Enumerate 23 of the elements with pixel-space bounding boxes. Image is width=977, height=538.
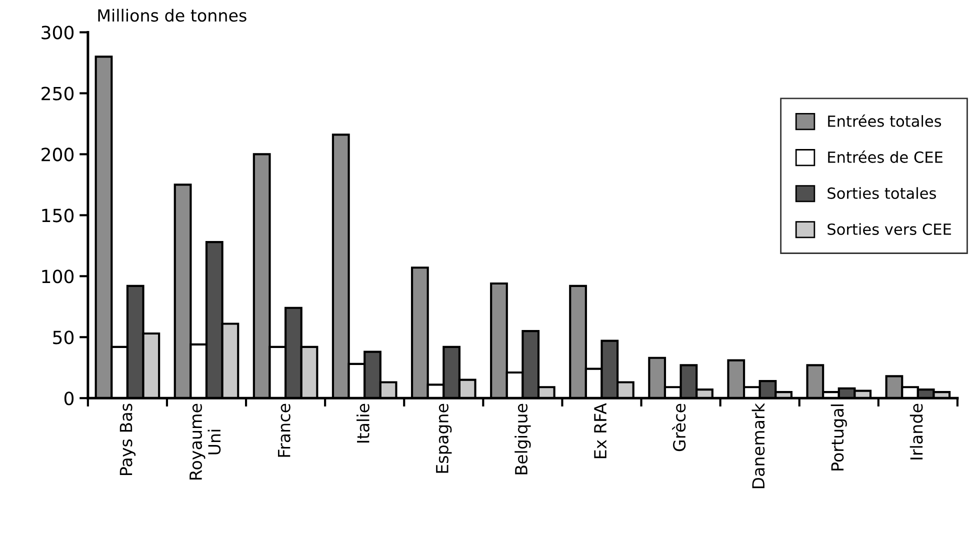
x-tick-label: Danemark	[752, 403, 765, 488]
legend-label: Entrées totales	[828, 114, 942, 127]
x-tick-label: France	[278, 404, 290, 457]
legend-label: Entrées de CEE	[828, 150, 942, 163]
y-tick-label: 300	[42, 26, 74, 40]
x-tick-label: Italie	[356, 404, 370, 443]
y-tick-label: 150	[42, 208, 74, 222]
x-tick-label: Royaume Uni	[190, 404, 221, 480]
y-tick-label: 250	[42, 86, 74, 100]
x-tick-label: Irlande	[910, 404, 923, 460]
x-tick-label: Pays Bas	[120, 404, 136, 476]
x-tick-label: Portugal	[830, 404, 847, 470]
x-tick-label: Ex RFA	[594, 403, 606, 458]
legend-label: Sorties totales	[828, 187, 936, 199]
y-tick-label: 200	[42, 148, 74, 162]
x-tick-label: Belgique	[514, 404, 531, 474]
x-tick-label: Grèce	[672, 404, 686, 452]
y-tick-label: 100	[42, 270, 74, 284]
y-tick-label: 0	[64, 392, 74, 406]
x-tick-label: Espagne	[436, 404, 452, 473]
y-axis-title: Millions de tonnes	[98, 8, 246, 22]
y-tick-label: 50	[53, 330, 74, 344]
legend-label: Sorties vers CEE	[828, 223, 951, 236]
